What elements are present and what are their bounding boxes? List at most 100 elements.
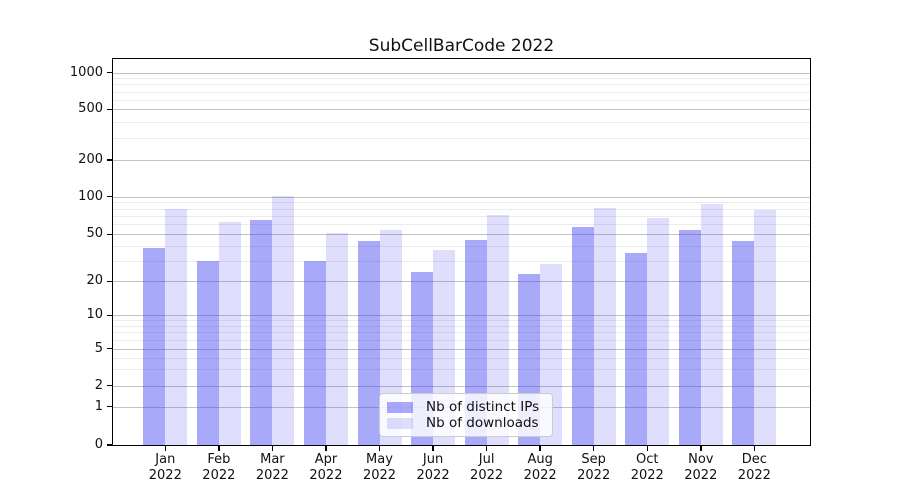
minor-gridline	[113, 216, 810, 218]
bar-downloads-may	[379, 230, 402, 445]
bar-downloads-sep	[593, 208, 616, 445]
y-tick-label: 1	[94, 398, 103, 414]
minor-gridline	[113, 208, 810, 210]
minor-gridline	[113, 260, 810, 262]
x-tick-label: Jan 2022	[138, 452, 192, 484]
minor-gridline	[113, 78, 810, 80]
y-tick-label: 200	[78, 152, 103, 167]
chart-title: SubCellBarCode 2022	[368, 36, 555, 56]
bar-downloads-jul	[486, 214, 509, 445]
legend: Nb of distinct IPs Nb of downloads	[379, 393, 553, 437]
x-tick-year: 2022	[416, 468, 450, 483]
y-tick-mark	[107, 405, 112, 408]
bar-downloads-jan	[165, 209, 188, 445]
major-gridline	[113, 160, 810, 161]
x-tick-label: Oct 2022	[620, 452, 674, 484]
x-tick-year: 2022	[577, 468, 611, 483]
minor-gridline	[113, 339, 810, 341]
y-tick-mark	[107, 384, 112, 387]
y-tick-label: 20	[86, 273, 103, 289]
bar-distinct-ips-sep	[571, 227, 594, 445]
y-tick-mark	[107, 233, 112, 236]
y-tick-mark	[107, 314, 112, 317]
minor-gridline	[113, 326, 810, 328]
plot-area	[113, 59, 810, 445]
x-tick-mark	[753, 446, 756, 451]
major-gridline	[113, 348, 810, 350]
bar-distinct-ips-dec	[732, 240, 755, 445]
x-tick-label: Jul 2022	[460, 452, 514, 484]
y-tick-label: 10	[86, 307, 103, 323]
x-tick-mark	[592, 446, 595, 451]
major-gridline	[113, 281, 810, 283]
x-tick-year: 2022	[202, 468, 236, 483]
y-tick-mark	[107, 159, 112, 161]
x-tick-mark	[539, 446, 541, 451]
y-tick-label: 2	[94, 377, 103, 393]
bar-downloads-feb	[218, 221, 241, 445]
minor-gridline	[113, 137, 810, 139]
x-tick-year: 2022	[737, 468, 771, 483]
x-tick-mark	[700, 446, 702, 451]
x-tick-year: 2022	[255, 468, 289, 483]
y-tick-label: 100	[78, 188, 103, 204]
bar-downloads-apr	[325, 233, 348, 445]
bar-distinct-ips-feb	[196, 260, 219, 445]
y-tick-mark	[107, 195, 112, 198]
major-gridline	[113, 315, 810, 317]
x-tick-label: Nov 2022	[674, 452, 728, 484]
x-tick-mark	[378, 446, 381, 451]
x-tick-mark	[271, 446, 274, 451]
legend-item-distinct-ips: Nb of distinct IPs	[387, 399, 544, 415]
y-tick-label: 500	[78, 101, 103, 117]
x-tick-year: 2022	[470, 468, 504, 483]
x-tick-mark	[164, 446, 167, 451]
minor-gridline	[113, 332, 810, 334]
y-tick-mark	[107, 108, 112, 111]
x-tick-label: Sep 2022	[567, 452, 621, 484]
bar-distinct-ips-apr	[303, 260, 326, 445]
x-tick-label: Jun 2022	[406, 452, 460, 484]
x-tick-year: 2022	[148, 468, 182, 483]
y-tick-mark	[107, 71, 112, 74]
x-tick-mark	[646, 446, 648, 451]
bar-distinct-ips-nov	[678, 230, 701, 445]
bar-downloads-dec	[754, 210, 777, 445]
minor-gridline	[113, 91, 810, 93]
x-tick-mark	[218, 446, 220, 451]
y-tick-label: 0	[94, 437, 103, 452]
bar-distinct-ips-oct	[625, 252, 648, 445]
minor-gridline	[113, 357, 810, 359]
major-gridline	[113, 196, 810, 198]
bar-distinct-ips-mar	[250, 220, 273, 445]
bar-downloads-oct	[647, 217, 670, 445]
x-tick-mark	[485, 446, 488, 451]
x-tick-label: May 2022	[353, 452, 407, 484]
major-gridline	[113, 109, 810, 111]
bar-downloads-mar	[272, 195, 295, 445]
x-tick-year: 2022	[523, 468, 557, 483]
major-gridline	[113, 234, 810, 236]
x-tick-label: Feb 2022	[192, 452, 246, 484]
major-gridline	[113, 72, 810, 74]
x-tick-label: Apr 2022	[299, 452, 353, 484]
major-gridline	[113, 385, 810, 387]
x-tick-mark	[325, 446, 327, 451]
minor-gridline	[113, 121, 810, 123]
minor-gridline	[113, 99, 810, 101]
minor-gridline	[113, 84, 810, 86]
minor-gridline	[113, 224, 810, 226]
minor-gridline	[113, 245, 810, 247]
legend-label: Nb of distinct IPs	[426, 399, 540, 415]
y-tick-mark	[107, 347, 112, 350]
x-tick-label: Dec 2022	[727, 452, 781, 484]
y-tick-label: 1000	[69, 64, 103, 80]
minor-gridline	[113, 202, 810, 204]
x-tick-year: 2022	[362, 468, 397, 483]
bar-downloads-nov	[700, 204, 723, 445]
legend-label: Nb of downloads	[426, 415, 539, 431]
x-tick-label: Aug 2022	[513, 452, 567, 484]
y-tick-label: 50	[86, 226, 103, 242]
bar-distinct-ips-jan	[143, 248, 166, 445]
